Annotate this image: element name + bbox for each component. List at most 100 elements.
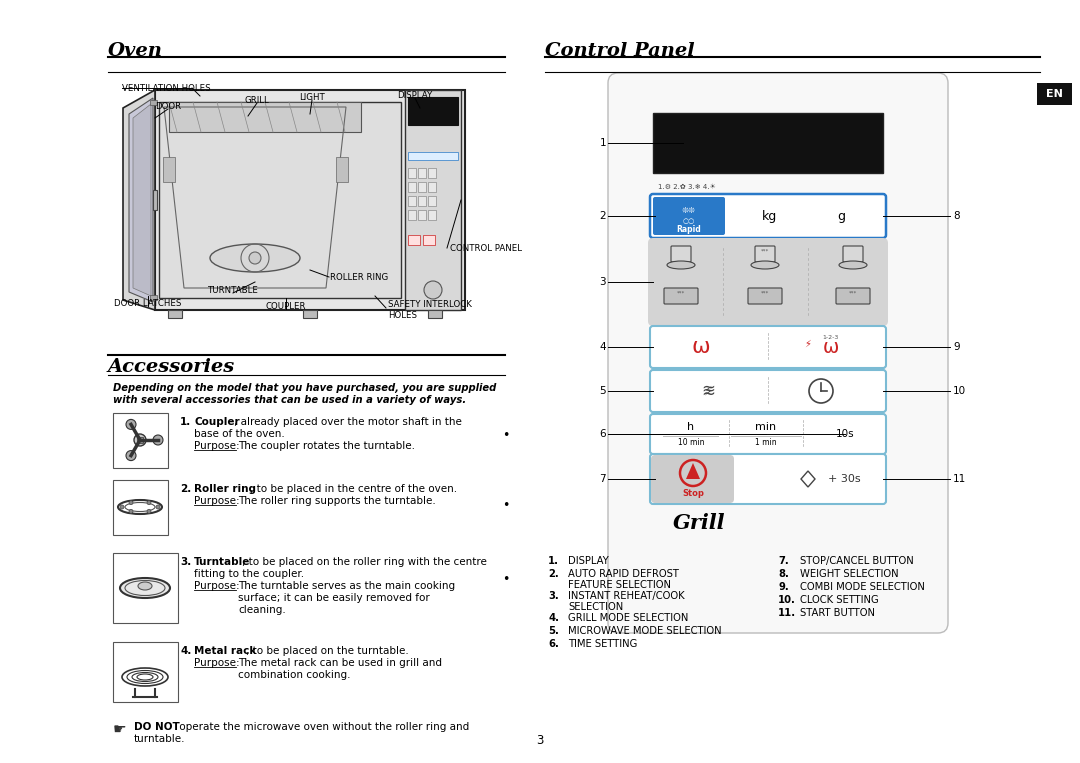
Ellipse shape xyxy=(751,261,779,269)
FancyBboxPatch shape xyxy=(664,288,698,304)
Text: 5.: 5. xyxy=(548,626,558,636)
Text: CONTROL PANEL: CONTROL PANEL xyxy=(450,243,522,253)
Text: 1: 1 xyxy=(599,138,606,148)
Text: 3.: 3. xyxy=(548,591,558,601)
Text: turntable.: turntable. xyxy=(134,734,186,744)
Text: 7: 7 xyxy=(599,474,606,484)
Bar xyxy=(168,102,361,132)
Text: 3: 3 xyxy=(537,733,543,746)
Text: MICROWAVE MODE SELECTION: MICROWAVE MODE SELECTION xyxy=(568,626,721,636)
Polygon shape xyxy=(686,463,700,479)
FancyBboxPatch shape xyxy=(650,370,886,412)
Circle shape xyxy=(134,434,146,446)
Text: COMBI MODE SELECTION: COMBI MODE SELECTION xyxy=(800,582,924,592)
Text: START BUTTON: START BUTTON xyxy=(800,608,875,618)
Bar xyxy=(418,196,426,206)
Text: Purpose:: Purpose: xyxy=(194,496,240,506)
FancyBboxPatch shape xyxy=(836,288,870,304)
Text: ***: *** xyxy=(761,291,769,295)
Text: VENTILATION HOLES: VENTILATION HOLES xyxy=(122,83,211,92)
Text: ω: ω xyxy=(823,337,839,356)
Text: 2: 2 xyxy=(599,211,606,221)
Bar xyxy=(163,157,175,182)
Text: 9: 9 xyxy=(953,342,960,352)
Text: fitting to the coupler.: fitting to the coupler. xyxy=(194,569,305,579)
Text: , already placed over the motor shaft in the: , already placed over the motor shaft in… xyxy=(234,417,462,427)
Text: 8: 8 xyxy=(953,211,960,221)
Text: 10: 10 xyxy=(953,386,967,396)
Circle shape xyxy=(120,505,124,509)
Text: 1.: 1. xyxy=(548,556,559,566)
Text: LIGHT: LIGHT xyxy=(299,92,325,101)
Circle shape xyxy=(424,281,442,299)
FancyBboxPatch shape xyxy=(653,197,725,235)
Text: ***: *** xyxy=(849,291,858,295)
Text: , to be placed in the centre of the oven.: , to be placed in the centre of the oven… xyxy=(249,484,457,494)
Text: Rapid: Rapid xyxy=(677,224,701,233)
Bar xyxy=(137,437,143,443)
Polygon shape xyxy=(123,90,156,310)
Text: 3.: 3. xyxy=(180,557,191,567)
Text: h: h xyxy=(688,422,694,432)
Text: , to be placed on the roller ring with the centre: , to be placed on the roller ring with t… xyxy=(242,557,487,567)
Circle shape xyxy=(153,435,163,445)
Text: ❊❊: ❊❊ xyxy=(681,205,696,214)
Text: 1-2-3: 1-2-3 xyxy=(823,334,839,340)
Bar xyxy=(428,182,436,192)
Circle shape xyxy=(249,252,261,264)
Text: Stop: Stop xyxy=(683,488,704,497)
Text: 10.: 10. xyxy=(778,595,796,605)
Text: 11.: 11. xyxy=(778,608,796,618)
Circle shape xyxy=(129,510,133,513)
Text: COUPLER: COUPLER xyxy=(266,301,307,311)
FancyBboxPatch shape xyxy=(755,246,775,262)
Bar xyxy=(408,97,458,125)
FancyBboxPatch shape xyxy=(608,73,948,633)
Text: SELECTION: SELECTION xyxy=(568,602,623,612)
Text: ⚡: ⚡ xyxy=(805,339,811,349)
Text: 1.⚙ 2.✿ 3.❄ 4.☀: 1.⚙ 2.✿ 3.❄ 4.☀ xyxy=(658,184,716,190)
Text: operate the microwave oven without the roller ring and: operate the microwave oven without the r… xyxy=(176,722,469,732)
Text: base of the oven.: base of the oven. xyxy=(194,429,285,439)
Text: min: min xyxy=(755,422,777,432)
Text: DOOR LATCHES: DOOR LATCHES xyxy=(114,298,181,307)
Circle shape xyxy=(126,451,136,461)
FancyBboxPatch shape xyxy=(671,246,691,262)
Text: INSTANT REHEAT/COOK: INSTANT REHEAT/COOK xyxy=(568,591,685,601)
Bar xyxy=(113,480,168,535)
Bar xyxy=(168,310,183,318)
Bar xyxy=(408,152,458,160)
Bar xyxy=(418,210,426,220)
Text: Roller ring: Roller ring xyxy=(194,484,256,494)
Text: 7.: 7. xyxy=(778,556,788,566)
Text: 1 min: 1 min xyxy=(755,437,777,446)
Bar xyxy=(150,295,157,300)
Bar xyxy=(408,235,420,245)
Text: g: g xyxy=(837,210,845,223)
Text: ***: *** xyxy=(761,249,769,253)
Text: FEATURE SELECTION: FEATURE SELECTION xyxy=(568,580,671,590)
Text: Purpose:: Purpose: xyxy=(194,581,240,591)
Text: Turntable: Turntable xyxy=(194,557,251,567)
Bar xyxy=(153,190,157,210)
Bar xyxy=(303,310,318,318)
Text: The turntable serves as the main cooking: The turntable serves as the main cooking xyxy=(238,581,455,591)
Text: GRILL MODE SELECTION: GRILL MODE SELECTION xyxy=(568,613,688,623)
Text: •: • xyxy=(502,574,510,587)
Text: with several accessories that can be used in a variety of ways.: with several accessories that can be use… xyxy=(113,395,467,405)
Bar xyxy=(408,182,416,192)
Text: •: • xyxy=(502,429,510,442)
Text: Grill: Grill xyxy=(673,513,726,533)
Bar xyxy=(408,196,416,206)
FancyBboxPatch shape xyxy=(650,454,886,504)
Text: STOP/CANCEL BUTTON: STOP/CANCEL BUTTON xyxy=(800,556,914,566)
FancyBboxPatch shape xyxy=(650,326,886,368)
Text: 10s: 10s xyxy=(836,429,854,439)
FancyBboxPatch shape xyxy=(651,455,734,503)
Text: DO NOT: DO NOT xyxy=(134,722,179,732)
Text: Metal rack: Metal rack xyxy=(194,646,256,656)
FancyBboxPatch shape xyxy=(843,246,863,262)
Bar xyxy=(1037,83,1072,105)
Circle shape xyxy=(147,510,151,513)
FancyBboxPatch shape xyxy=(650,414,886,454)
